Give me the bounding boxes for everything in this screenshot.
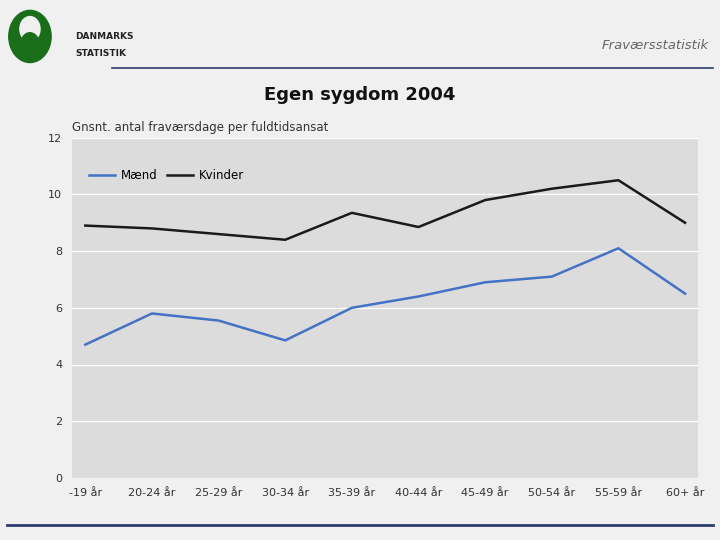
Circle shape [9, 10, 51, 63]
Text: Fraværsstatistik: Fraværsstatistik [602, 39, 709, 52]
Text: STATISTIK: STATISTIK [76, 50, 127, 58]
Legend: Mænd, Kvinder: Mænd, Kvinder [84, 164, 249, 186]
Text: Egen sygdom 2004: Egen sygdom 2004 [264, 85, 456, 104]
Circle shape [21, 33, 39, 55]
Circle shape [20, 17, 40, 42]
Text: Gnsnt. antal fraværsdage per fuldtidsansat: Gnsnt. antal fraværsdage per fuldtidsans… [72, 122, 328, 134]
Text: DANMARKS: DANMARKS [76, 32, 134, 40]
